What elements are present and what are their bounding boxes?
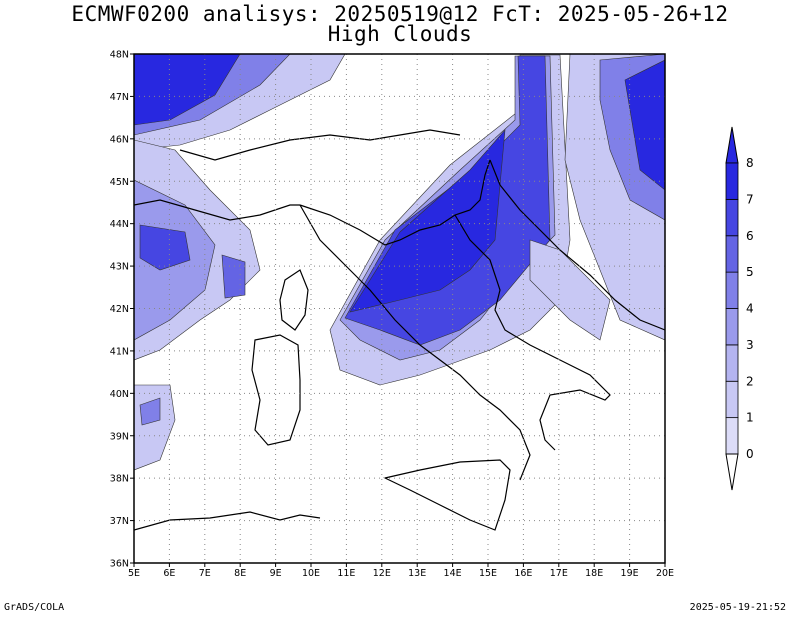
lon-label: 17E — [550, 568, 568, 579]
lon-label: 20E — [656, 568, 674, 579]
lon-label: 14E — [444, 568, 462, 579]
lat-label: 36N — [110, 559, 129, 570]
colorbar-segment — [725, 380, 739, 419]
map-subtitle: High Clouds — [327, 22, 473, 46]
colorbar-label: 4 — [746, 302, 754, 316]
lat-label: 40N — [110, 389, 129, 400]
colorbar-label: 8 — [746, 156, 754, 170]
lon-label: 15E — [479, 568, 497, 579]
lat-label: 39N — [110, 431, 129, 442]
lon-label: 12E — [373, 568, 391, 579]
colorbar-segment — [725, 162, 739, 200]
lon-label: 13E — [408, 568, 426, 579]
colorbar-segment — [725, 235, 739, 273]
map-title: ECMWF0200 analisys: 20250519@12 FcT: 202… — [71, 2, 729, 26]
colorbar-segment — [725, 271, 739, 309]
lat-label: 45N — [110, 177, 129, 188]
colorbar-segment — [725, 308, 739, 346]
lat-label: 44N — [110, 219, 129, 230]
grid-lines — [134, 54, 665, 563]
coastlines — [134, 129, 665, 531]
colorbar-label: 7 — [746, 192, 754, 206]
colorbar-label: 5 — [746, 265, 754, 279]
colorbar-label: 1 — [746, 411, 754, 425]
lon-label: 6E — [163, 568, 175, 579]
lon-label: 7E — [199, 568, 211, 579]
lon-label: 9E — [270, 568, 282, 579]
footer-software-label: GrADS/COLA — [4, 602, 65, 613]
lat-label: 47N — [110, 92, 129, 103]
lat-label: 37N — [110, 516, 129, 527]
lon-label: 5E — [128, 568, 140, 579]
colorbar: 0 1 2 3 4 5 6 7 8 — [725, 126, 754, 491]
lat-label: 42N — [110, 304, 129, 315]
colorbar-label: 3 — [746, 338, 754, 352]
cloud-cover-shading — [134, 54, 665, 471]
colorbar-min-arrow — [725, 453, 739, 491]
colorbar-segment — [725, 344, 739, 382]
lon-label: 18E — [585, 568, 603, 579]
lat-label: 41N — [110, 346, 129, 357]
lon-label: 10E — [302, 568, 320, 579]
colorbar-segment — [725, 417, 739, 455]
lon-label: 16E — [514, 568, 532, 579]
lat-label: 48N — [110, 50, 129, 61]
lon-label: 19E — [621, 568, 639, 579]
colorbar-label: 6 — [746, 229, 754, 243]
footer-timestamp: 2025-05-19-21:52 — [689, 602, 786, 613]
colorbar-max-arrow — [725, 126, 739, 164]
lat-label: 46N — [110, 134, 129, 145]
colorbar-label: 0 — [746, 447, 754, 461]
colorbar-segment — [725, 198, 739, 237]
lat-label: 43N — [110, 262, 129, 273]
lat-label: 38N — [110, 474, 129, 485]
colorbar-label: 2 — [746, 374, 754, 388]
lon-label: 11E — [337, 568, 355, 579]
lon-label: 8E — [234, 568, 246, 579]
